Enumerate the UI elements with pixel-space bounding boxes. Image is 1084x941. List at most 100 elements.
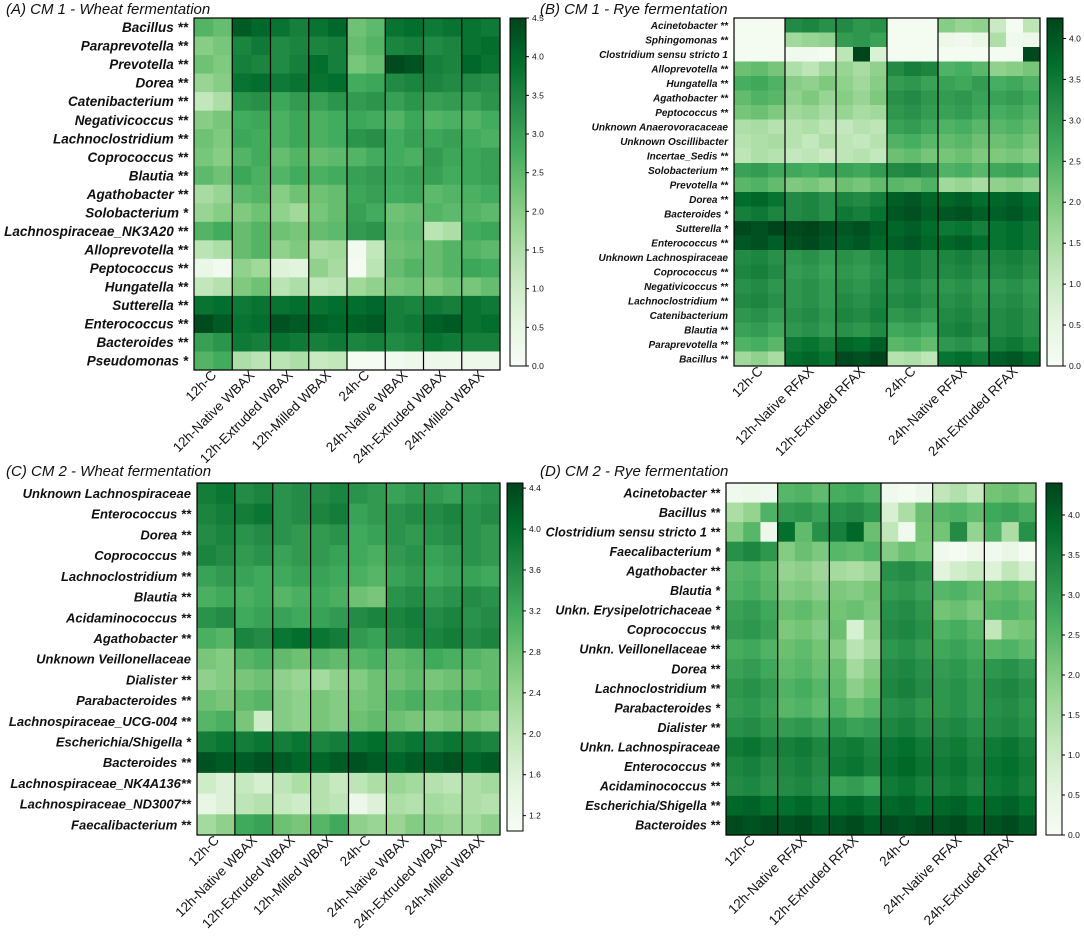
heatmap-cell	[751, 18, 769, 34]
heatmap-cell	[443, 669, 463, 691]
heatmap-cell	[734, 264, 752, 280]
heatmap-cell	[405, 524, 425, 546]
heatmap-cell	[232, 203, 252, 223]
heatmap-cell	[234, 772, 255, 795]
heatmap-cell	[846, 600, 865, 621]
heatmap-cell	[347, 295, 367, 316]
heatmap-cell	[329, 648, 350, 670]
heatmap-cell	[405, 752, 425, 774]
heatmap-cell	[194, 314, 214, 334]
heatmap-cell	[461, 147, 482, 167]
row-label: Unkn. Veillonellaceae **	[579, 643, 721, 657]
heatmap-cell	[887, 177, 905, 193]
row-label: Solobacterium *	[85, 205, 189, 220]
heatmap-cell	[423, 258, 444, 278]
column-label: 12h-C	[183, 367, 220, 404]
heatmap-border	[733, 17, 1041, 367]
heatmap-cell	[310, 565, 331, 588]
heatmap-cell	[366, 221, 386, 241]
row-label: Unknown Oscillibacter	[620, 137, 729, 148]
heatmap-cell	[327, 203, 348, 223]
heatmap-cell	[327, 166, 348, 186]
heatmap-cell	[921, 351, 939, 367]
heatmap-cell	[955, 90, 973, 106]
colorbar-tick-label: 4.4	[529, 483, 541, 493]
heatmap-cell	[197, 607, 217, 629]
heatmap-cell	[1006, 322, 1024, 338]
heatmap-cell	[751, 90, 769, 106]
heatmap-cell	[829, 580, 848, 601]
heatmap-cell	[812, 541, 830, 562]
heatmap-cell	[829, 717, 848, 738]
column-label: 12h-C	[721, 832, 758, 869]
heatmap-cell	[853, 76, 871, 92]
heatmap-cell	[887, 250, 905, 266]
heatmap-cell	[846, 541, 865, 562]
heatmap-cell	[921, 235, 939, 251]
heatmap-cell	[213, 203, 233, 223]
heatmap-cell	[955, 351, 973, 367]
heatmap-cell	[904, 206, 922, 222]
heatmap-cell	[442, 221, 463, 241]
heatmap-cell	[480, 73, 501, 93]
heatmap-cell	[768, 61, 786, 77]
heatmap-cell	[251, 203, 272, 223]
heatmap-cell	[308, 110, 329, 130]
heatmap-cell	[329, 752, 350, 774]
heatmap-cell	[785, 119, 803, 135]
heatmap-cell	[442, 295, 463, 316]
heatmap-cell	[1001, 502, 1020, 523]
heatmap-cell	[347, 147, 367, 167]
heatmap-cell	[853, 177, 871, 193]
heatmap-cell	[932, 756, 951, 777]
heatmap-cell	[938, 293, 956, 309]
heatmap-cell	[853, 235, 871, 251]
heatmap-cell	[846, 580, 865, 601]
heatmap-cell	[760, 600, 779, 621]
heatmap-cell	[310, 772, 331, 795]
heatmap-cell	[829, 815, 848, 836]
heatmap-cell	[967, 600, 985, 621]
heatmap-cell	[253, 752, 274, 774]
heatmap-cell	[955, 76, 973, 92]
heatmap-cell	[836, 337, 854, 353]
heatmap-cell	[726, 483, 744, 504]
heatmap-cell	[385, 55, 405, 75]
row-label: Solobacterium **	[648, 166, 729, 177]
heatmap-cell	[836, 192, 854, 208]
heatmap-cell	[194, 277, 214, 297]
heatmap-cell	[915, 502, 934, 523]
heatmap-cell	[967, 502, 985, 523]
heatmap-cell	[251, 277, 272, 297]
heatmap-cell	[938, 221, 956, 237]
heatmap-cell	[904, 134, 922, 150]
heatmap-cell	[327, 129, 348, 149]
heatmap-cell	[863, 639, 882, 660]
heatmap-cell	[915, 541, 934, 562]
heatmap-cell	[853, 279, 871, 295]
heatmap-cell	[1018, 795, 1037, 817]
colorbar-tick-label: 1.0	[1068, 750, 1080, 760]
heatmap-cell	[405, 772, 425, 795]
heatmap-cell	[955, 134, 973, 150]
heatmap-cell	[480, 110, 501, 130]
heatmap-cell	[367, 752, 387, 774]
heatmap-cell	[972, 76, 990, 92]
heatmap-cell	[836, 235, 854, 251]
heatmap-cell	[938, 119, 956, 135]
heatmap-cell	[442, 110, 463, 130]
heatmap-cell	[915, 815, 934, 836]
heatmap-cell	[270, 129, 291, 149]
heatmap-cell	[405, 648, 425, 670]
heatmap-cell	[938, 134, 956, 150]
row-label: Enterococcus **	[84, 317, 188, 332]
heatmap-cell	[812, 483, 830, 504]
heatmap-cell	[777, 815, 796, 836]
heatmap-cell	[197, 793, 217, 815]
heatmap-cell	[272, 772, 293, 795]
heatmap-cell	[251, 240, 272, 260]
heatmap-cell	[310, 710, 331, 733]
heatmap-cell	[1023, 105, 1041, 121]
heatmap-cell	[938, 235, 956, 251]
heatmap-cell	[984, 502, 1003, 523]
